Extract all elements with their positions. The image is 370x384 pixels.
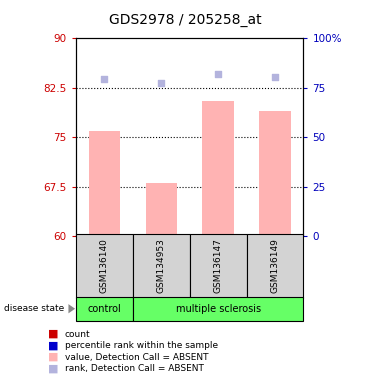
FancyBboxPatch shape (133, 297, 303, 321)
Polygon shape (68, 304, 75, 313)
FancyBboxPatch shape (133, 234, 190, 298)
Text: GSM136140: GSM136140 (100, 238, 109, 293)
Text: GDS2978 / 205258_at: GDS2978 / 205258_at (109, 13, 261, 27)
FancyBboxPatch shape (76, 297, 133, 321)
Text: ■: ■ (48, 341, 58, 351)
FancyBboxPatch shape (190, 234, 246, 298)
Text: value, Detection Call = ABSENT: value, Detection Call = ABSENT (65, 353, 208, 362)
Point (215, 71, 221, 77)
Text: control: control (87, 304, 121, 314)
Text: GSM136147: GSM136147 (213, 238, 223, 293)
Bar (202, 101, 234, 236)
Text: count: count (65, 329, 90, 339)
Text: GSM134953: GSM134953 (157, 238, 166, 293)
Text: GSM136149: GSM136149 (270, 238, 279, 293)
Text: ■: ■ (48, 364, 58, 374)
Bar (259, 111, 290, 236)
Bar (145, 184, 177, 236)
Point (101, 76, 107, 82)
Point (272, 74, 278, 80)
Bar (89, 131, 120, 236)
FancyBboxPatch shape (76, 234, 133, 298)
Text: multiple sclerosis: multiple sclerosis (175, 304, 260, 314)
Point (158, 80, 164, 86)
Text: rank, Detection Call = ABSENT: rank, Detection Call = ABSENT (65, 364, 204, 373)
FancyBboxPatch shape (246, 234, 303, 298)
Text: ■: ■ (48, 329, 58, 339)
Text: disease state: disease state (4, 304, 64, 313)
Text: percentile rank within the sample: percentile rank within the sample (65, 341, 218, 350)
Text: ■: ■ (48, 352, 58, 362)
